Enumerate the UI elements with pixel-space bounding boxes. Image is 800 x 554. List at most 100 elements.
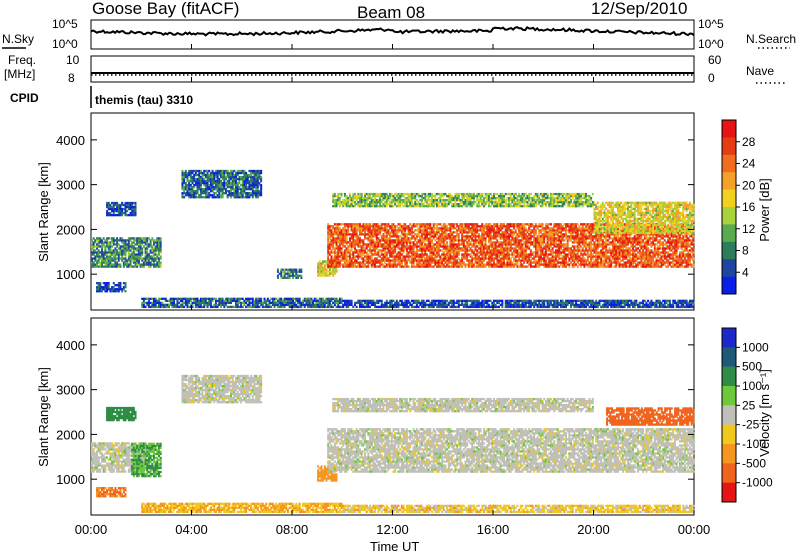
power-heat-cell <box>577 265 579 267</box>
power-heat-cell <box>511 229 513 231</box>
power-heat-cell <box>406 261 408 263</box>
power-heat-cell <box>587 251 589 253</box>
power-heat-cell <box>329 227 331 229</box>
power-heat-cell <box>379 255 381 257</box>
power-heat-cell <box>513 265 515 267</box>
power-heat-cell <box>485 239 487 241</box>
power-heat-cell <box>344 227 346 229</box>
power-heat-cell <box>463 241 465 243</box>
power-heat-cell <box>463 243 465 245</box>
power-heat-cell <box>160 239 162 241</box>
power-heat-cell <box>327 239 329 241</box>
power-heat-cell <box>130 261 132 263</box>
power-heat-cell <box>496 247 498 249</box>
power-heat-cell <box>138 261 140 263</box>
power-heat-cell <box>108 284 110 286</box>
power-heat-cell <box>527 243 529 245</box>
power-heat-cell <box>235 176 237 178</box>
power-heat-cell <box>511 255 513 257</box>
power-heat-cell <box>121 202 123 204</box>
power-heat-cell <box>389 245 391 247</box>
power-heat-cell <box>354 245 356 247</box>
power-heat-cell <box>404 231 406 233</box>
power-heat-cell <box>461 225 463 227</box>
power-heat-cell <box>130 239 132 241</box>
power-heat-cell <box>135 202 137 204</box>
power-heat-cell <box>103 243 105 245</box>
power-heat-cell <box>181 184 183 186</box>
power-heat-cell <box>394 261 396 263</box>
power-heat-cell <box>444 223 446 225</box>
power-heat-cell <box>332 225 334 227</box>
power-heat-cell <box>250 174 252 176</box>
power-heat-cell <box>183 180 185 182</box>
power-heat-cell <box>113 286 115 288</box>
power-heat-cell <box>605 237 607 239</box>
power-heat-cell <box>103 237 105 239</box>
power-heat-cell <box>629 255 631 257</box>
power-heat-cell <box>113 282 115 284</box>
power-heat-cell <box>195 194 197 196</box>
power-heat-cell <box>650 249 652 251</box>
power-heat-cell <box>200 186 202 188</box>
power-heat-cell <box>93 253 95 255</box>
power-heat-cell <box>202 176 204 178</box>
power-heat-cell <box>121 237 123 239</box>
power-heat-cell <box>627 243 629 245</box>
power-heat-cell <box>570 239 572 241</box>
power-heat-cell <box>433 225 435 227</box>
power-heat-cell <box>222 196 224 198</box>
power-heat-cell <box>150 261 152 263</box>
power-heat-cell <box>580 245 582 247</box>
power-heat-cell <box>233 170 235 172</box>
power-heat-cell <box>521 263 523 265</box>
power-heat-cell <box>406 235 408 237</box>
power-heat-cell <box>446 243 448 245</box>
power-heat-cell <box>550 245 552 247</box>
power-heat-cell <box>550 223 552 225</box>
power-heat-cell <box>476 253 478 255</box>
power-heat-cell <box>138 259 140 261</box>
power-heat-cell <box>116 241 118 243</box>
power-heat-cell <box>193 186 195 188</box>
power-heat-cell <box>637 247 639 249</box>
power-heat-cell <box>545 259 547 261</box>
power-heat-cell <box>573 261 575 263</box>
power-heat-cell <box>542 225 544 227</box>
power-heat-cell <box>495 243 497 245</box>
power-heat-cell <box>416 237 418 239</box>
power-heat-cell <box>372 239 374 241</box>
power-heat-cell <box>637 265 639 267</box>
power-heat-cell <box>329 247 331 249</box>
power-heat-cell <box>419 227 421 229</box>
power-heat-cell <box>443 263 445 265</box>
power-heat-cell <box>141 249 143 251</box>
power-heat-cell <box>238 182 240 184</box>
power-heat-cell <box>111 245 113 247</box>
power-heat-cell <box>212 190 214 192</box>
power-heat-cell <box>577 223 579 225</box>
power-heat-cell <box>300 275 302 277</box>
power-heat-cell <box>560 253 562 255</box>
power-heat-cell <box>605 247 607 249</box>
cpid-label: CPID <box>10 91 39 105</box>
power-heat-cell <box>578 243 580 245</box>
power-heat-cell <box>245 184 247 186</box>
power-heat-cell <box>516 261 518 263</box>
power-heat-cell <box>121 214 123 216</box>
power-heat-cell <box>369 247 371 249</box>
power-heat-cell <box>104 249 106 251</box>
freq-label: Freq. <box>8 53 36 67</box>
power-heat-cell <box>186 178 188 180</box>
power-heat-cell <box>387 229 389 231</box>
power-heat-cell <box>535 233 537 235</box>
power-heat-cell <box>582 255 584 257</box>
power-heat-cell <box>213 194 215 196</box>
power-heat-cell <box>595 249 597 251</box>
power-heat-cell <box>146 251 148 253</box>
power-heat-cell <box>610 263 612 265</box>
power-heat-cell <box>408 265 410 267</box>
power-heat-cell <box>364 263 366 265</box>
power-heat-cell <box>629 251 631 253</box>
power-heat-cell <box>259 174 261 176</box>
